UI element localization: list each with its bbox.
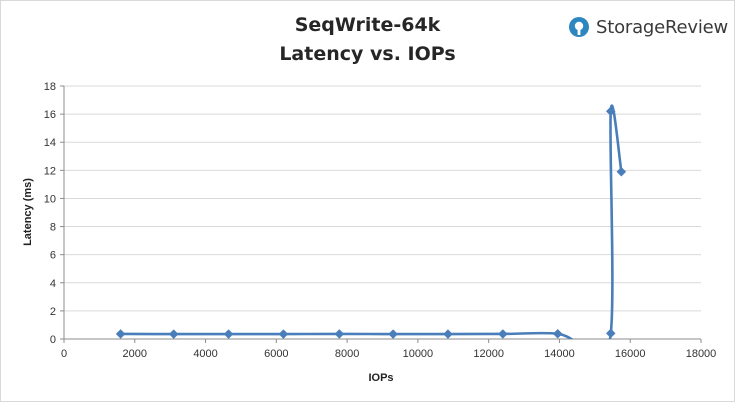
data-point	[168, 329, 179, 339]
storagereview-logo-icon	[569, 17, 589, 37]
x-axis-label: IOPs	[368, 372, 393, 384]
x-tick-label: 10000	[403, 348, 434, 360]
y-tick-label: 10	[44, 193, 56, 205]
x-tick-label: 8000	[335, 348, 359, 360]
x-tick-label: 0	[61, 348, 67, 360]
data-point	[278, 329, 289, 339]
data-point	[443, 329, 453, 339]
y-tick-label: 18	[44, 81, 56, 93]
data-point	[223, 329, 234, 339]
x-tick-label: 4000	[193, 348, 217, 360]
x-tick-label: 6000	[264, 348, 288, 360]
data-point	[616, 166, 627, 177]
data-point	[552, 328, 563, 339]
data-point	[334, 329, 345, 339]
data-point	[388, 329, 398, 339]
storagereview-logo: StorageReview	[568, 14, 728, 40]
y-tick-label: 16	[44, 109, 56, 121]
y-tick-label: 8	[50, 222, 56, 234]
data-point	[497, 329, 508, 339]
y-tick-label: 12	[44, 165, 56, 177]
logo-text: StorageReview	[596, 16, 729, 38]
data-point	[605, 106, 616, 117]
y-tick-label: 2	[50, 306, 56, 318]
series-line	[120, 104, 623, 339]
axes	[60, 85, 702, 343]
y-tick-label: 0	[50, 334, 56, 346]
grid-lines	[64, 85, 701, 312]
chart-subtitle: Latency vs. IOPs	[279, 43, 456, 65]
x-tick-label: 12000	[473, 348, 504, 360]
y-tick-label: 4	[50, 278, 56, 290]
y-axis-label: Latency (ms)	[22, 178, 34, 246]
x-tick-label: 16000	[615, 348, 646, 360]
x-tick-label: 14000	[544, 348, 575, 360]
data-point	[115, 329, 126, 339]
chart-title: SeqWrite-64k	[294, 14, 441, 36]
data-point	[605, 328, 616, 339]
x-tick-labels: 0 2000 4000 6000 8000 10000 12000 14000 16000 180…	[61, 348, 716, 360]
x-tick-label: 18000	[686, 348, 717, 360]
y-tick-labels: 0 2 4 6 8 10 12 14 16 18	[44, 81, 56, 346]
series-latency	[115, 104, 627, 339]
x-tick-label: 2000	[123, 348, 147, 360]
y-tick-label: 6	[50, 250, 56, 262]
y-tick-label: 14	[44, 137, 56, 149]
